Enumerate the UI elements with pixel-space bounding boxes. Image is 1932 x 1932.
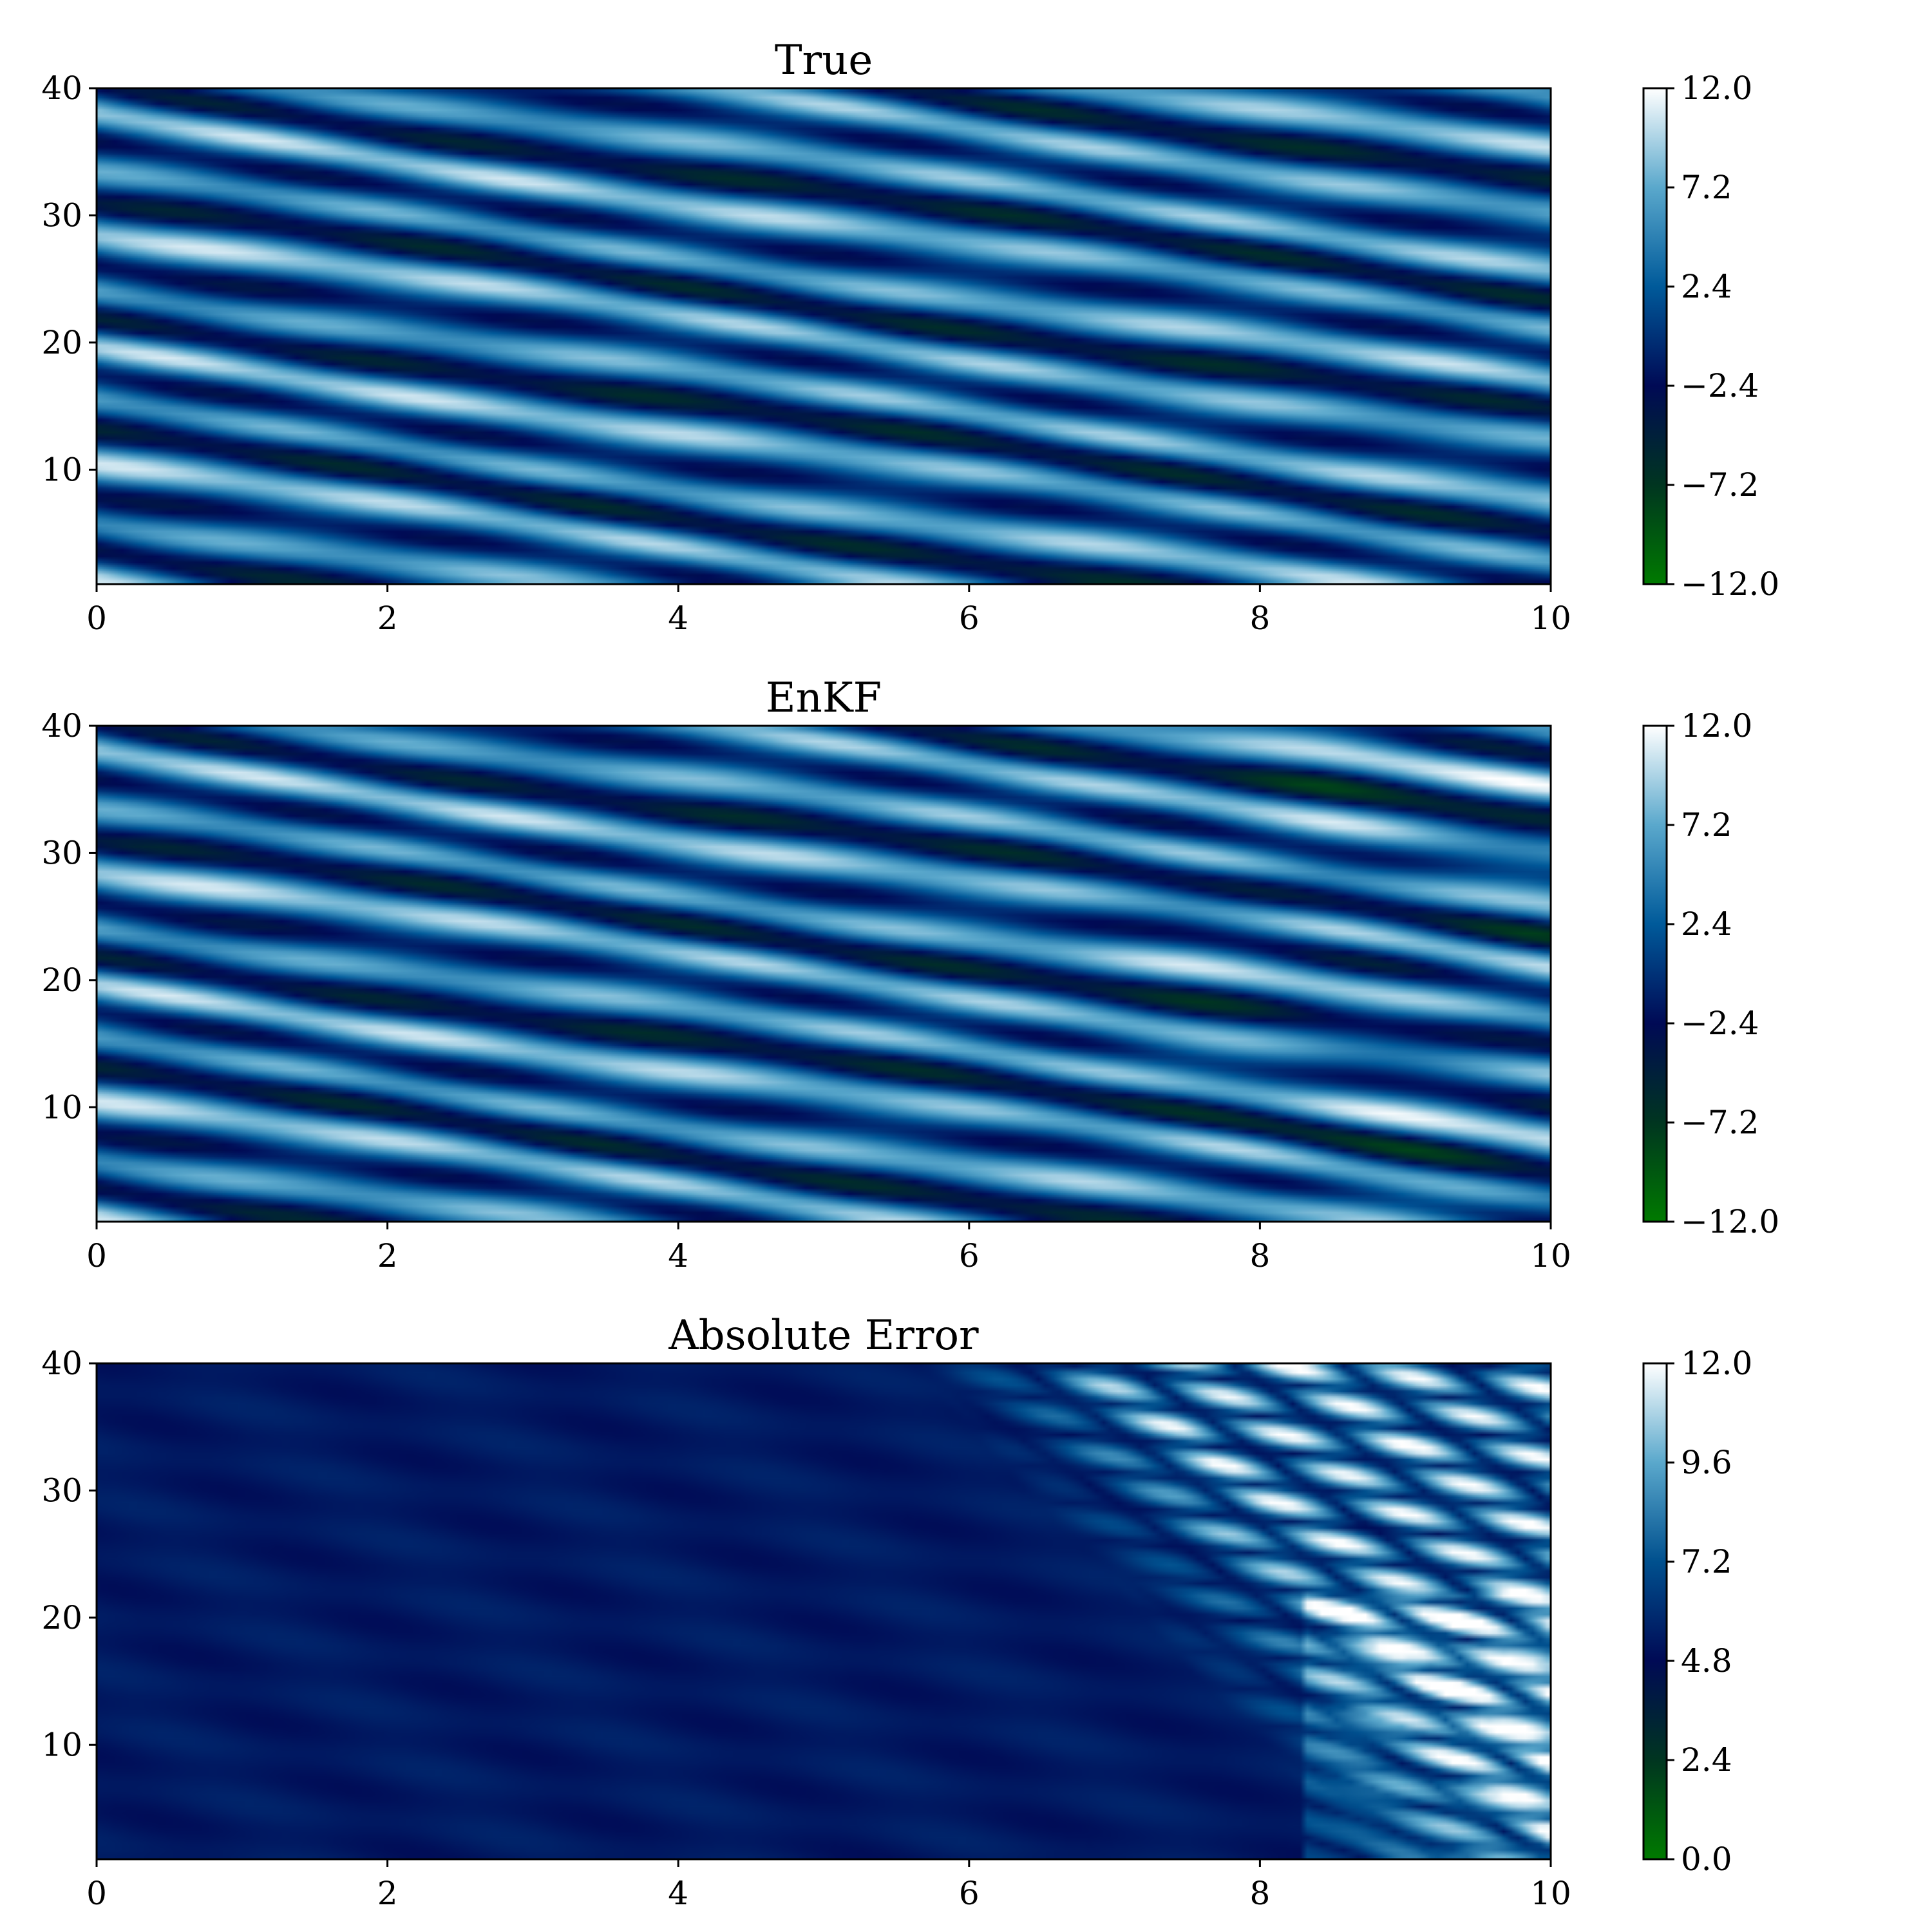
y-tick-label: 30 [41, 1472, 82, 1509]
y-tick-label: 10 [41, 1088, 82, 1126]
colorbar-tick-label: 2.4 [1681, 268, 1732, 305]
colorbar-tick-label: −12.0 [1681, 1203, 1779, 1240]
x-tick-label: 6 [959, 1237, 980, 1274]
panel-absolute-error: Absolute Error 0 2 4 6 8 10 10 20 30 40 12.0 9.6 7.2 4… [41, 1312, 1752, 1912]
x-tick-label: 0 [86, 600, 107, 637]
panel-title: EnKF [766, 674, 882, 722]
colorbar-tick-label: −2.4 [1681, 1005, 1759, 1042]
x-tick-label: 10 [1530, 1237, 1571, 1274]
heatmap-image [97, 88, 1551, 584]
colorbar-tick-label: 4.8 [1681, 1642, 1732, 1680]
colorbar-tick-label: 7.2 [1681, 169, 1732, 206]
y-tick-label: 30 [41, 834, 82, 871]
panel-title: True [775, 37, 873, 84]
x-tick-label: 6 [959, 600, 980, 637]
colorbar-tick-label: 7.2 [1681, 1543, 1732, 1580]
x-tick-label: 10 [1530, 1875, 1571, 1912]
colorbar-tick-label: 0.0 [1681, 1841, 1732, 1878]
panel-true: True 0 2 4 6 8 10 10 20 30 40 12.0 7.2 2.4 −2.4 −7.2 −12… [41, 37, 1779, 637]
axes-frame [95, 724, 1552, 1223]
colorbar-tick-label: 12.0 [1681, 1345, 1752, 1382]
colorbar-tick-label: −7.2 [1681, 466, 1759, 504]
colorbar-tick-label: −2.4 [1681, 367, 1759, 404]
x-tick-label: 2 [377, 600, 398, 637]
axes-frame [95, 87, 1552, 585]
y-tick-label: 40 [41, 70, 82, 107]
y-tick-label: 30 [41, 196, 82, 234]
x-tick-label: 0 [86, 1875, 107, 1912]
x-tick-label: 4 [668, 600, 688, 637]
panel-enkf: EnKF 0 2 4 6 8 10 10 20 30 40 12.0 7.2 2.4 −2.4 −7.2 −12… [41, 674, 1779, 1274]
axes-frame [95, 1362, 1552, 1861]
y-tick-label: 40 [41, 1345, 82, 1382]
y-tick-label: 20 [41, 961, 82, 999]
x-tick-label: 6 [959, 1875, 980, 1912]
x-tick-label: 8 [1249, 1875, 1270, 1912]
colorbar-tick-label: −12.0 [1681, 565, 1779, 603]
colorbar-tick-label: 2.4 [1681, 905, 1732, 943]
colorbar-tick-label: 12.0 [1681, 707, 1752, 744]
colorbar-tick-label: 7.2 [1681, 806, 1732, 844]
heatmap-image [97, 726, 1551, 1222]
colorbar-tick-label: −7.2 [1681, 1104, 1759, 1141]
colorbar [1642, 724, 1668, 1223]
x-tick-label: 10 [1530, 600, 1571, 637]
colorbar-tick-label: 2.4 [1681, 1741, 1732, 1779]
x-tick-label: 8 [1249, 600, 1270, 637]
x-tick-label: 2 [377, 1237, 398, 1274]
x-tick-label: 0 [86, 1237, 107, 1274]
y-tick-label: 20 [41, 1599, 82, 1636]
y-tick-label: 10 [41, 451, 82, 488]
colorbar-tick-label: 12.0 [1681, 70, 1752, 107]
x-tick-label: 2 [377, 1875, 398, 1912]
panel-title: Absolute Error [668, 1312, 979, 1359]
y-tick-label: 40 [41, 707, 82, 744]
x-tick-label: 8 [1249, 1237, 1270, 1274]
x-tick-label: 4 [668, 1875, 688, 1912]
colorbar [1642, 1362, 1668, 1861]
colorbar-tick-label: 9.6 [1681, 1444, 1732, 1481]
heatmap-image [97, 1363, 1551, 1859]
y-tick-label: 20 [41, 324, 82, 361]
x-tick-label: 4 [668, 1237, 688, 1274]
colorbar [1642, 87, 1668, 585]
y-tick-label: 10 [41, 1726, 82, 1763]
